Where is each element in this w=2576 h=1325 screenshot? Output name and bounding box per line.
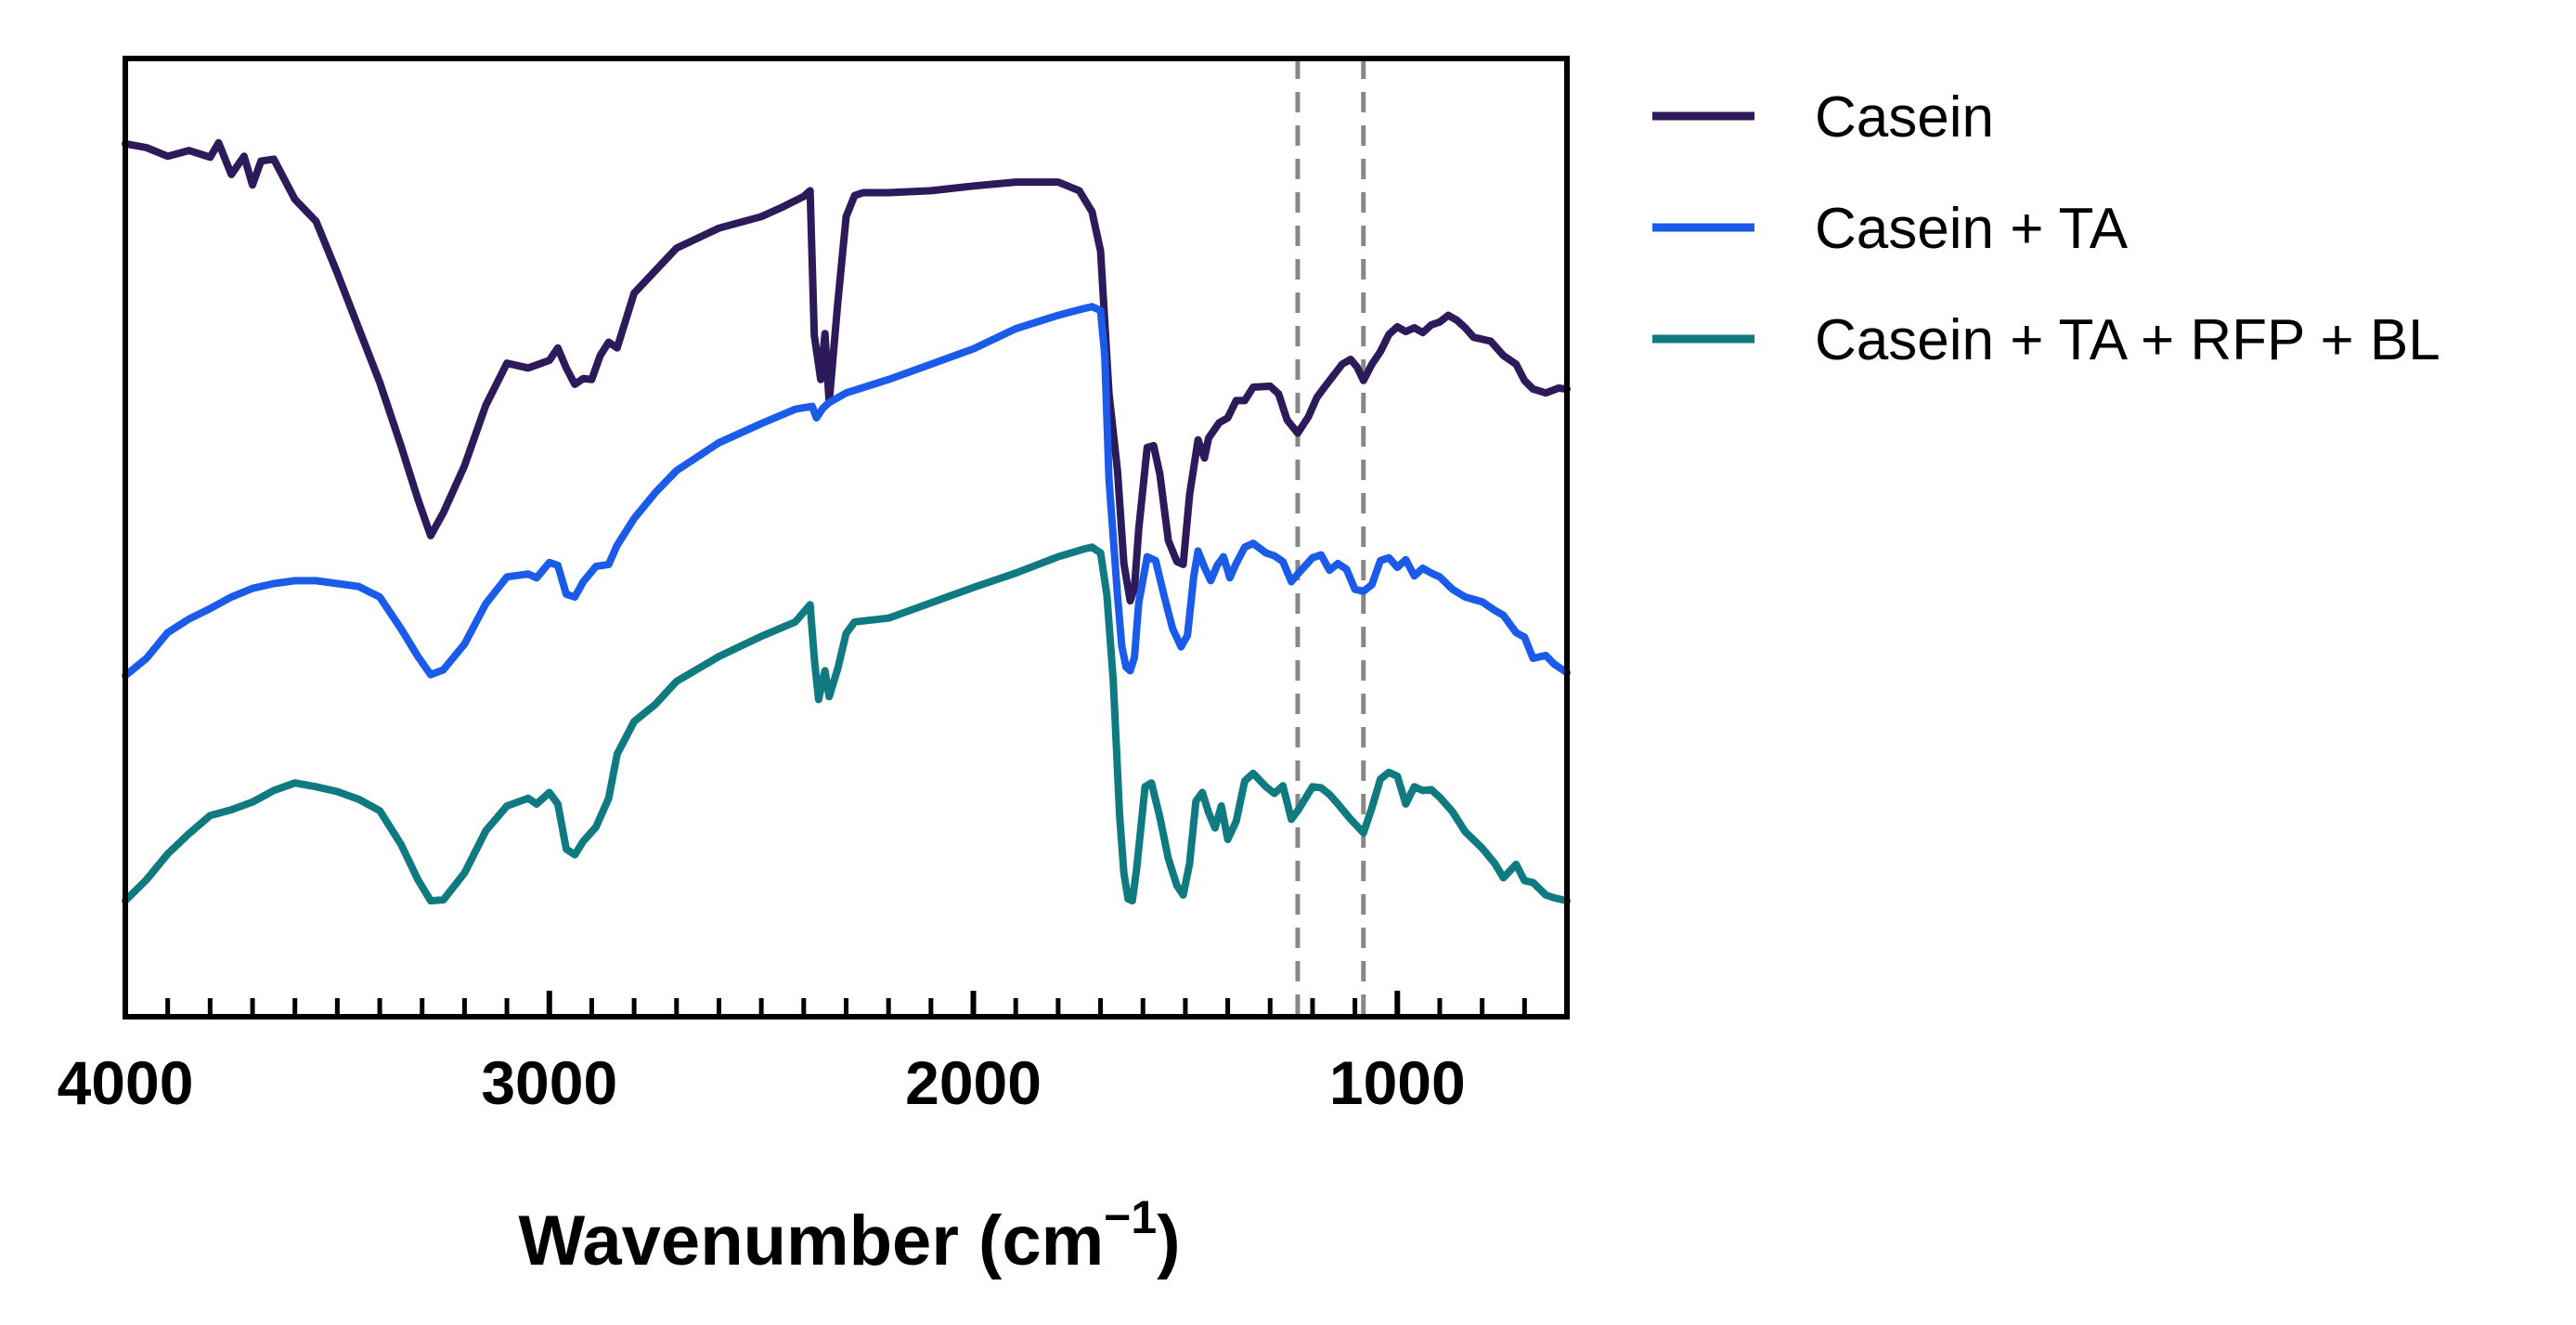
x-axis-ticks: 4000 3000 2000 1000	[58, 991, 1570, 1117]
x-axis-title: Wavenumber (cm−1)	[518, 1191, 1180, 1280]
series-line-2	[122, 303, 1571, 680]
axes	[123, 56, 1570, 1020]
x-tick-label: 2000	[905, 1048, 1042, 1117]
x-tick-label: 1000	[1329, 1048, 1466, 1117]
legend-label: Casein + TA	[1815, 197, 2129, 261]
series-line-3	[122, 543, 1571, 905]
x-tick-label: 4000	[58, 1048, 194, 1117]
x-axis-title-superscript: −1	[1104, 1191, 1157, 1243]
x-axis-title-close: )	[1157, 1202, 1180, 1280]
x-tick-label: 3000	[481, 1048, 617, 1117]
legend-label: Casein + TA + RFP + BL	[1815, 308, 2440, 372]
legend-label: Casein	[1815, 85, 1994, 149]
legend-item: Casein + TA + RFP + BL	[1652, 308, 2440, 372]
x-axis-title-main: Wavenumber (cm	[518, 1202, 1104, 1280]
legend-item: Casein	[1652, 85, 1994, 149]
reference-lines	[1295, 58, 1366, 1017]
legend-item: Casein + TA	[1652, 197, 2129, 261]
plot-frame	[123, 56, 1570, 1020]
series-line-1	[122, 138, 1571, 605]
legend: Casein Casein + TA Casein + TA + RFP + BL	[1652, 85, 2440, 372]
spectra-series	[122, 138, 1571, 905]
